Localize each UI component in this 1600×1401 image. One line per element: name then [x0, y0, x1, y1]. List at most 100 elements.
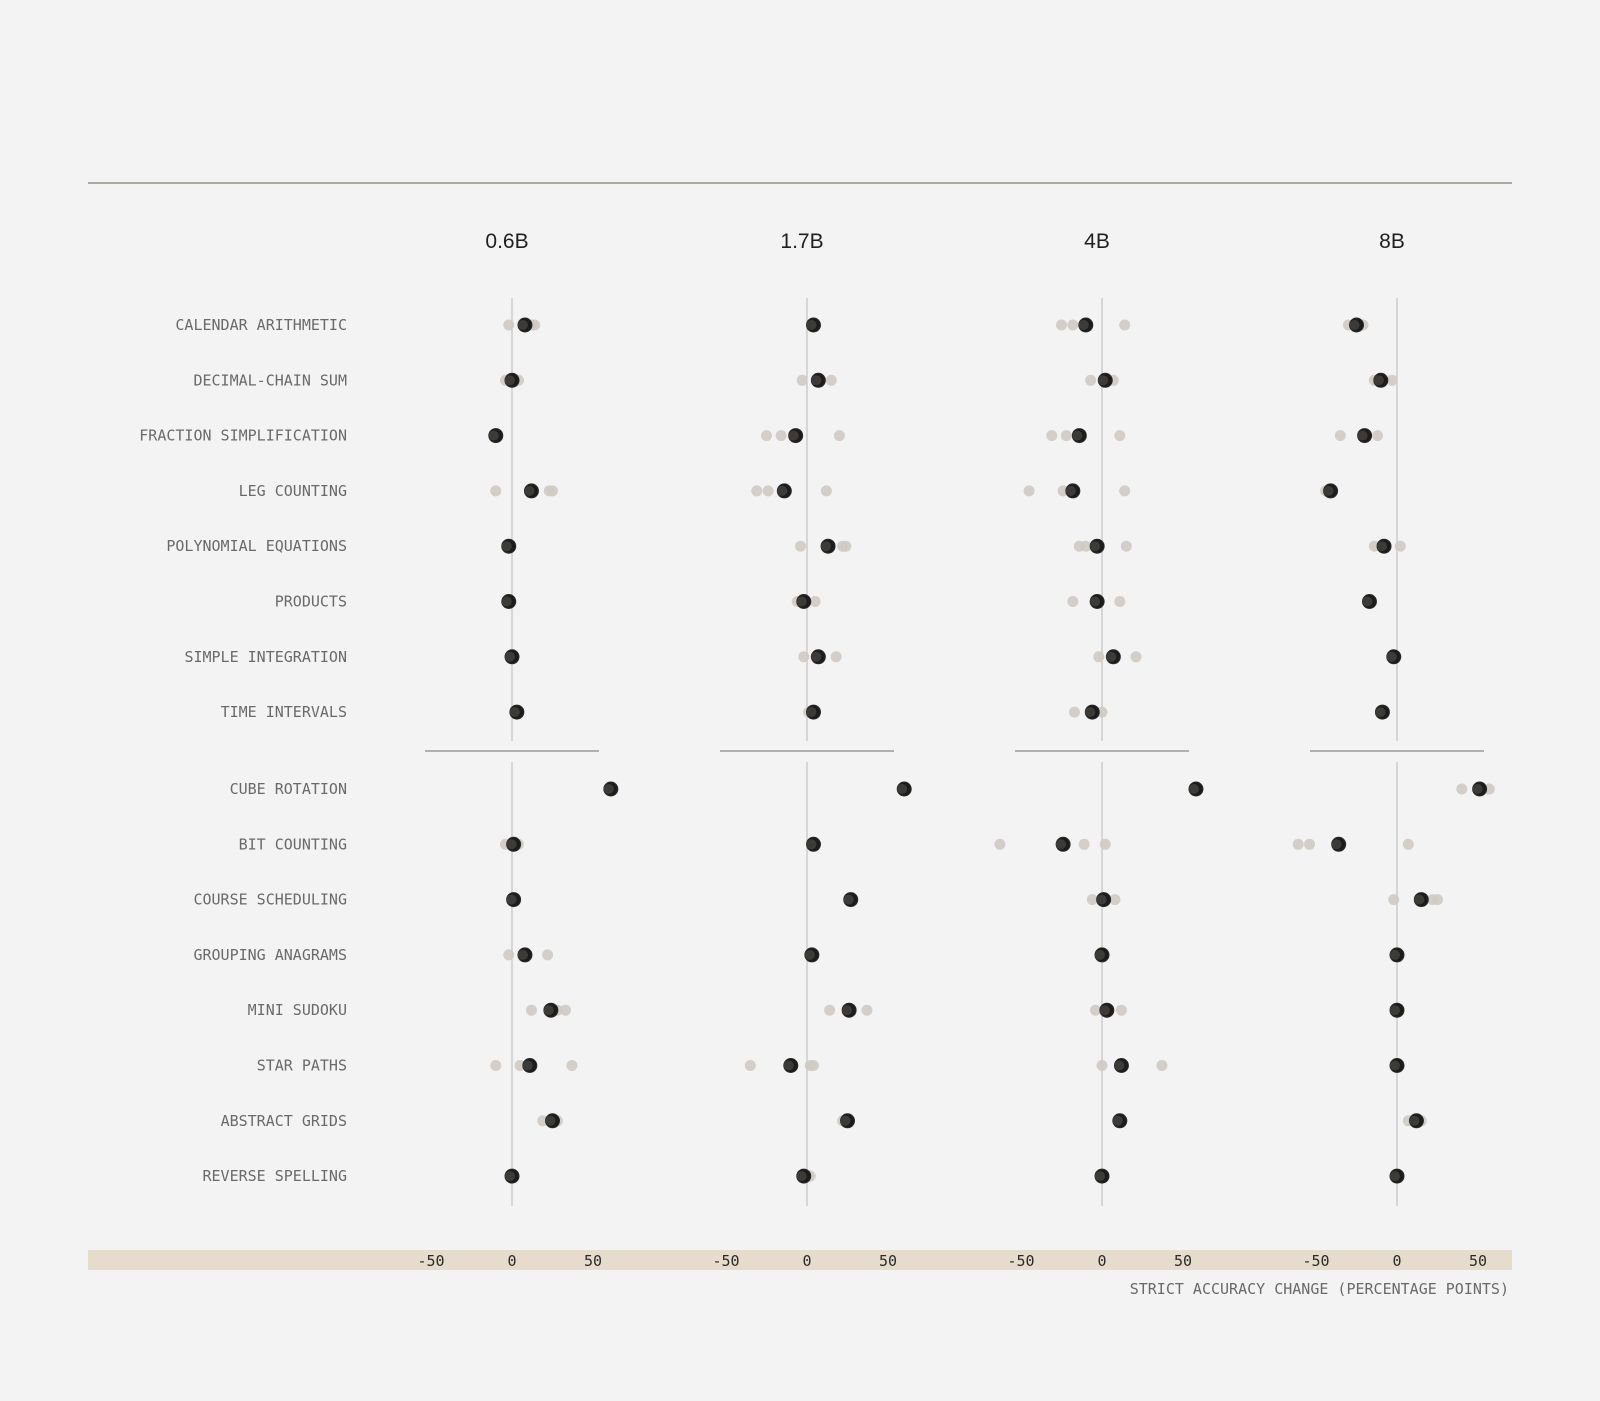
run-point-1-1-2 — [825, 374, 837, 386]
row-label-1: DECIMAL-CHAIN SUM — [193, 371, 347, 389]
mean-point-shade-0-0 — [517, 320, 528, 330]
run-point-9-3-3 — [1402, 838, 1414, 850]
run-point-1-2-0 — [1085, 374, 1097, 386]
mean-point-shade-11-3 — [1390, 949, 1400, 960]
run-point-4-3-2 — [1394, 540, 1406, 552]
mean-point-shade-5-0 — [501, 596, 512, 607]
run-point-0-2-1 — [1067, 319, 1079, 331]
run-point-10-3-0 — [1388, 894, 1400, 906]
run-point-2-3-0 — [1334, 430, 1346, 442]
panel-title-2: 4B — [1084, 230, 1110, 253]
mean-point-shade-8-2 — [1188, 784, 1199, 794]
run-point-13-0-3 — [566, 1060, 578, 1071]
run-point-10-3-3 — [1432, 894, 1443, 906]
run-point-2-2-0 — [1046, 430, 1058, 442]
run-point-4-1-3 — [840, 540, 852, 552]
mean-point-shade-14-3 — [1409, 1115, 1420, 1126]
row-label-5: PRODUCTS — [275, 593, 347, 611]
mean-point-shade-15-2 — [1095, 1171, 1105, 1182]
run-point-2-1-1 — [775, 430, 787, 442]
run-point-0-2-3 — [1119, 319, 1131, 331]
mean-point-shade-9-3 — [1331, 839, 1342, 850]
mean-point-shade-4-3 — [1377, 541, 1388, 552]
mean-point-shade-12-3 — [1390, 1005, 1400, 1016]
row-label-11: GROUPING ANAGRAMS — [193, 946, 347, 964]
run-point-13-0-0 — [490, 1060, 502, 1071]
mean-point-shade-9-2 — [1056, 839, 1067, 850]
run-point-6-2-2 — [1130, 651, 1142, 663]
mean-point-shade-2-0 — [488, 430, 499, 441]
mean-point-shade-6-2 — [1106, 651, 1117, 662]
mean-point-shade-1-0 — [505, 375, 515, 386]
run-point-12-1-2 — [861, 1004, 873, 1016]
run-point-3-2-3 — [1119, 485, 1131, 497]
run-point-11-0-0 — [503, 949, 515, 961]
run-point-2-1-0 — [761, 430, 772, 442]
mean-point-shade-7-2 — [1085, 707, 1096, 718]
panel-title-0: 0.6B — [485, 230, 528, 253]
run-point-6-2-0 — [1093, 651, 1105, 663]
run-point-9-2-3 — [1099, 838, 1111, 850]
panel-title-3: 8B — [1379, 230, 1405, 253]
run-point-5-1-2 — [809, 596, 821, 607]
mean-point-shade-5-1 — [796, 596, 807, 607]
mean-point-shade-5-2 — [1090, 596, 1101, 607]
row-label-0: CALENDAR ARITHMETIC — [175, 316, 347, 334]
mean-point-shade-10-2 — [1096, 894, 1107, 905]
tick-label-3-1: 0 — [1392, 1252, 1401, 1270]
tick-label-1-1: 0 — [802, 1252, 811, 1270]
row-label-13: STAR PATHS — [257, 1057, 347, 1075]
row-label-9: BIT COUNTING — [239, 835, 347, 853]
tick-label-2-1: 0 — [1097, 1252, 1106, 1270]
run-point-3-0-3 — [547, 485, 558, 497]
row-label-12: MINI SUDOKU — [248, 1001, 347, 1019]
row-label-6: SIMPLE INTEGRATION — [184, 648, 347, 666]
row-label-15: REVERSE SPELLING — [203, 1167, 348, 1185]
run-point-3-2-0 — [1023, 485, 1035, 497]
run-point-3-1-1 — [762, 485, 774, 497]
run-point-1-1-0 — [796, 374, 808, 386]
mean-point-shade-11-1 — [804, 949, 815, 960]
mean-point-shade-0-1 — [806, 320, 817, 330]
row-label-3: LEG COUNTING — [239, 482, 347, 500]
mean-point-shade-3-2 — [1065, 485, 1076, 496]
mean-point-shade-0-3 — [1349, 320, 1360, 330]
panel-title-1: 1.7B — [780, 230, 823, 253]
mean-point-shade-6-1 — [811, 651, 822, 662]
run-point-3-1-3 — [820, 485, 832, 497]
run-point-2-2-3 — [1114, 430, 1126, 442]
mean-point-shade-13-0 — [522, 1060, 533, 1071]
run-point-4-2-1 — [1080, 540, 1092, 552]
mean-point-shade-4-1 — [821, 541, 832, 552]
mean-point-shade-14-1 — [840, 1115, 851, 1126]
tick-label-3-2: 50 — [1469, 1252, 1487, 1270]
mean-point-shade-8-1 — [897, 784, 908, 794]
run-point-4-2-3 — [1120, 540, 1132, 552]
mean-point-shade-10-3 — [1414, 894, 1425, 905]
tick-label-0-2: 50 — [584, 1252, 602, 1270]
run-point-2-1-3 — [833, 430, 845, 442]
run-point-2-3-2 — [1372, 430, 1384, 442]
mean-point-shade-7-3 — [1375, 707, 1386, 718]
mean-point-shade-3-3 — [1323, 485, 1334, 496]
mean-point-shade-4-2 — [1090, 541, 1101, 552]
run-point-10-2-0 — [1086, 894, 1098, 906]
run-point-7-2-0 — [1068, 706, 1080, 718]
mean-point-shade-14-0 — [545, 1115, 556, 1126]
axis-band — [88, 1250, 1512, 1270]
run-point-11-0-2 — [542, 949, 554, 961]
tick-label-1-0: -50 — [712, 1252, 739, 1270]
run-point-13-1-3 — [807, 1060, 819, 1071]
run-point-9-3-0 — [1292, 838, 1304, 850]
run-point-9-3-1 — [1304, 838, 1316, 850]
mean-point-shade-6-0 — [505, 651, 515, 662]
tick-label-0-0: -50 — [417, 1252, 444, 1270]
mean-point-shade-14-2 — [1112, 1115, 1123, 1126]
mean-point-shade-2-3 — [1357, 430, 1368, 441]
mean-point-shade-13-1 — [783, 1060, 794, 1071]
mean-point-shade-10-1 — [843, 894, 854, 905]
run-point-12-0-3 — [559, 1004, 571, 1016]
tick-label-3-0: -50 — [1302, 1252, 1329, 1270]
mean-point-shade-15-1 — [796, 1171, 807, 1182]
